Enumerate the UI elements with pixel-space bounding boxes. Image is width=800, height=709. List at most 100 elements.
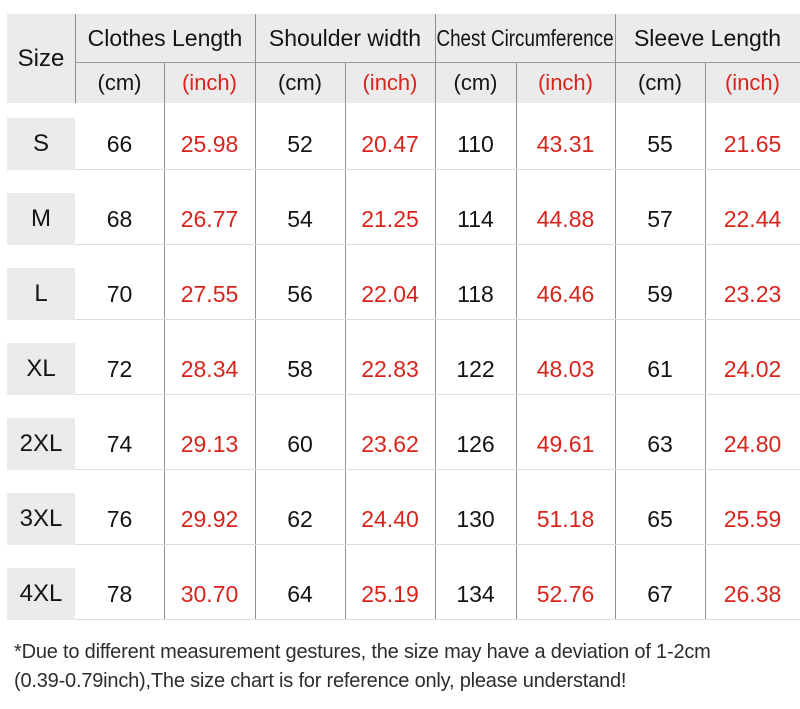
divider [255,14,256,103]
value-cell-cm: 65 [647,505,673,532]
divider [164,62,165,103]
value-cell-cm: 55 [647,130,673,157]
divider [705,62,706,103]
value-cell-inch: 24.80 [723,430,782,457]
corner-size-header: Size [7,14,75,103]
value-cell-inch: 21.25 [361,205,419,232]
value-cell-cm: 57 [647,205,673,232]
header-group-shoulder-width: Shoulder width [255,14,435,62]
value-cell-cm: 118 [457,280,494,307]
value-cell-cm: 62 [287,505,313,532]
size-cell: 3XL [7,493,75,545]
value-cell-inch: 22.44 [723,205,782,232]
value-cell-cm: 68 [106,205,133,232]
value-cell-cm: 67 [647,580,673,607]
table-row: L 70 27.55 56 22.04 118 46.46 59 23.23 [7,268,800,320]
value-cell-cm: 54 [287,205,313,232]
header-group-label: Chest Circumference [436,24,614,51]
value-cell-cm: 76 [106,505,133,532]
value-cell-cm: 60 [287,430,313,457]
header-group-chest-circumference: Chest Circumference [435,14,615,62]
unit-label-cm: (cm) [97,69,142,95]
value-cell-inch: 25.59 [723,505,782,532]
value-cell-inch: 44.88 [536,205,595,232]
value-cell-cm: 59 [647,280,673,307]
value-cell-inch: 30.70 [180,580,239,607]
value-cell-inch: 48.03 [536,355,595,382]
value-cell-cm: 110 [457,130,494,157]
value-cell-cm: 78 [106,580,133,607]
divider [345,103,346,620]
table-row: 3XL 76 29.92 62 24.40 130 51.18 65 25.59 [7,493,800,545]
value-cell-inch: 24.40 [361,505,419,532]
value-cell-cm: 134 [456,580,495,607]
value-cell-inch: 25.19 [361,580,419,607]
size-header-label: Size [17,44,65,72]
value-cell-cm: 70 [106,280,133,307]
divider [255,103,256,620]
value-cell-inch: 28.34 [180,355,239,382]
size-cell: XL [7,343,75,395]
divider [516,62,517,103]
value-cell-inch: 49.61 [536,430,595,457]
value-cell-cm: 52 [287,130,313,157]
value-cell-inch: 52.76 [536,580,595,607]
value-cell-inch: 43.31 [536,130,595,157]
value-cell-inch: 29.92 [180,505,239,532]
value-cell-cm: 72 [106,355,133,382]
value-cell-cm: 122 [456,355,495,382]
value-cell-inch: 22.83 [361,355,419,382]
divider [75,62,800,63]
header-group-clothes-length: Clothes Length [75,14,255,62]
value-cell-inch: 21.65 [723,130,782,157]
unit-label-inch: (inch) [537,69,593,95]
divider [615,103,616,620]
value-cell-cm: 126 [456,430,495,457]
value-cell-cm: 74 [106,430,133,457]
unit-label-cm: (cm) [278,69,322,95]
unit-label-inch: (inch) [724,69,780,95]
divider [345,62,346,103]
divider [705,103,706,620]
divider [75,14,76,103]
value-cell-inch: 29.13 [180,430,239,457]
value-cell-inch: 26.77 [180,205,239,232]
table-row: 4XL 78 30.70 64 25.19 134 52.76 67 26.38 [7,568,800,620]
size-cell: L [7,268,75,320]
footnote-line: *Due to different measurement gestures, … [14,641,711,663]
value-cell-inch: 26.38 [723,580,782,607]
table-header: Size Clothes Length Shoulder width Chest… [7,14,800,103]
value-cell-cm: 63 [647,430,673,457]
header-group-label: Clothes Length [87,24,243,51]
header-group-label: Sleeve Length [633,24,782,51]
divider [435,14,436,103]
value-cell-inch: 23.62 [361,430,419,457]
divider [435,103,436,620]
value-cell-inch: 24.02 [723,355,782,382]
size-cell: 2XL [7,418,75,470]
value-cell-inch: 51.18 [536,505,595,532]
value-cell-cm: 64 [287,580,313,607]
table-row: S 66 25.98 52 20.47 110 43.31 55 21.65 [7,118,800,170]
size-cell: 4XL [7,568,75,620]
value-cell-inch: 27.55 [180,280,239,307]
size-cell: S [7,118,75,170]
table-row: XL 72 28.34 58 22.83 122 48.03 61 24.02 [7,343,800,395]
footnote-line: (0.39-0.79inch),The size chart is for re… [14,670,627,692]
divider [615,14,616,103]
value-cell-inch: 25.98 [180,130,239,157]
table-row: 2XL 74 29.13 60 23.62 126 49.61 63 24.80 [7,418,800,470]
value-cell-cm: 58 [287,355,313,382]
unit-label-inch: (inch) [362,69,418,95]
value-cell-cm: 61 [647,355,673,382]
header-group-sleeve-length: Sleeve Length [615,14,800,62]
value-cell-inch: 20.47 [361,130,419,157]
value-cell-cm: 114 [457,205,494,232]
value-cell-inch: 23.23 [723,280,782,307]
divider [516,103,517,620]
footnote: *Due to different measurement gestures, … [14,638,711,696]
value-cell-inch: 22.04 [361,280,419,307]
value-cell-cm: 130 [456,505,495,532]
unit-label-cm: (cm) [453,69,498,95]
divider [164,103,165,620]
